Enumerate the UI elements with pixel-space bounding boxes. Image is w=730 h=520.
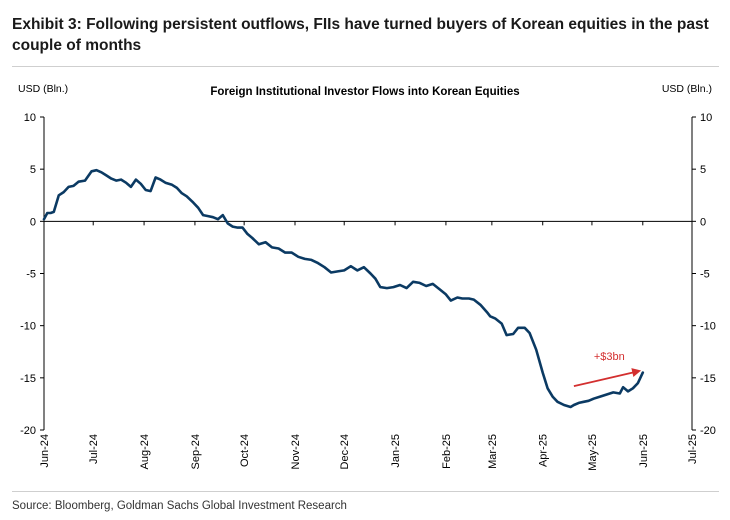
annotation-label: +$3bn	[594, 351, 625, 363]
source-note: Source: Bloomberg, Goldman Sachs Global …	[12, 500, 347, 512]
annotation-layer: +$3bn	[573, 351, 642, 388]
y-tick-label-left: 5	[30, 164, 36, 176]
annotation-arrow-shaft	[573, 371, 636, 388]
x-tick-label: Nov-24	[290, 434, 302, 469]
x-tick-label: Feb-25	[441, 434, 453, 469]
series-layer	[42, 168, 645, 409]
y-axis-unit-right: USD (Bln.)	[662, 83, 712, 95]
series-line	[42, 168, 645, 409]
x-tick-label: Aug-24	[139, 434, 151, 469]
x-tick-label: Jul-24	[88, 434, 100, 464]
y-tick-label-left: -5	[26, 269, 36, 281]
y-tick-label-left: 0	[30, 216, 36, 228]
y-tick-label-right: 5	[700, 164, 706, 176]
y-tick-label-left: -15	[20, 373, 36, 385]
x-tick-label: Jan-25	[390, 434, 402, 468]
y-tick-label-left: 10	[24, 112, 36, 124]
x-tick-label: Jun-25	[638, 434, 650, 468]
x-tick-label: Sep-24	[190, 434, 202, 469]
exhibit-title: Exhibit 3: Following persistent outflows…	[12, 16, 709, 54]
y-tick-label-left: -10	[20, 321, 36, 333]
flows-chart: Foreign Institutional Investor Flows int…	[18, 83, 716, 471]
y-tick-label-right: 0	[700, 216, 706, 228]
x-tick-label: Jul-25	[687, 434, 699, 464]
x-tick-label: Jun-24	[39, 434, 51, 468]
y-tick-label-right: 10	[700, 112, 712, 124]
x-tick-label: Oct-24	[239, 434, 251, 467]
x-tick-label: May-25	[587, 434, 599, 471]
x-tick-label: Mar-25	[487, 434, 499, 469]
annotation-arrow-head	[631, 368, 642, 377]
y-tick-label-right: -10	[700, 321, 716, 333]
y-tick-label-right: -15	[700, 373, 716, 385]
y-tick-label-left: -20	[20, 425, 36, 437]
y-tick-label-right: -5	[700, 269, 710, 281]
chart-title: Foreign Institutional Investor Flows int…	[210, 86, 519, 98]
y-tick-label-right: -20	[700, 425, 716, 437]
x-tick-label: Dec-24	[339, 434, 351, 469]
chart-frame	[12, 66, 719, 492]
x-tick-label: Apr-25	[538, 434, 550, 467]
y-axis-unit-left: USD (Bln.)	[18, 83, 68, 95]
